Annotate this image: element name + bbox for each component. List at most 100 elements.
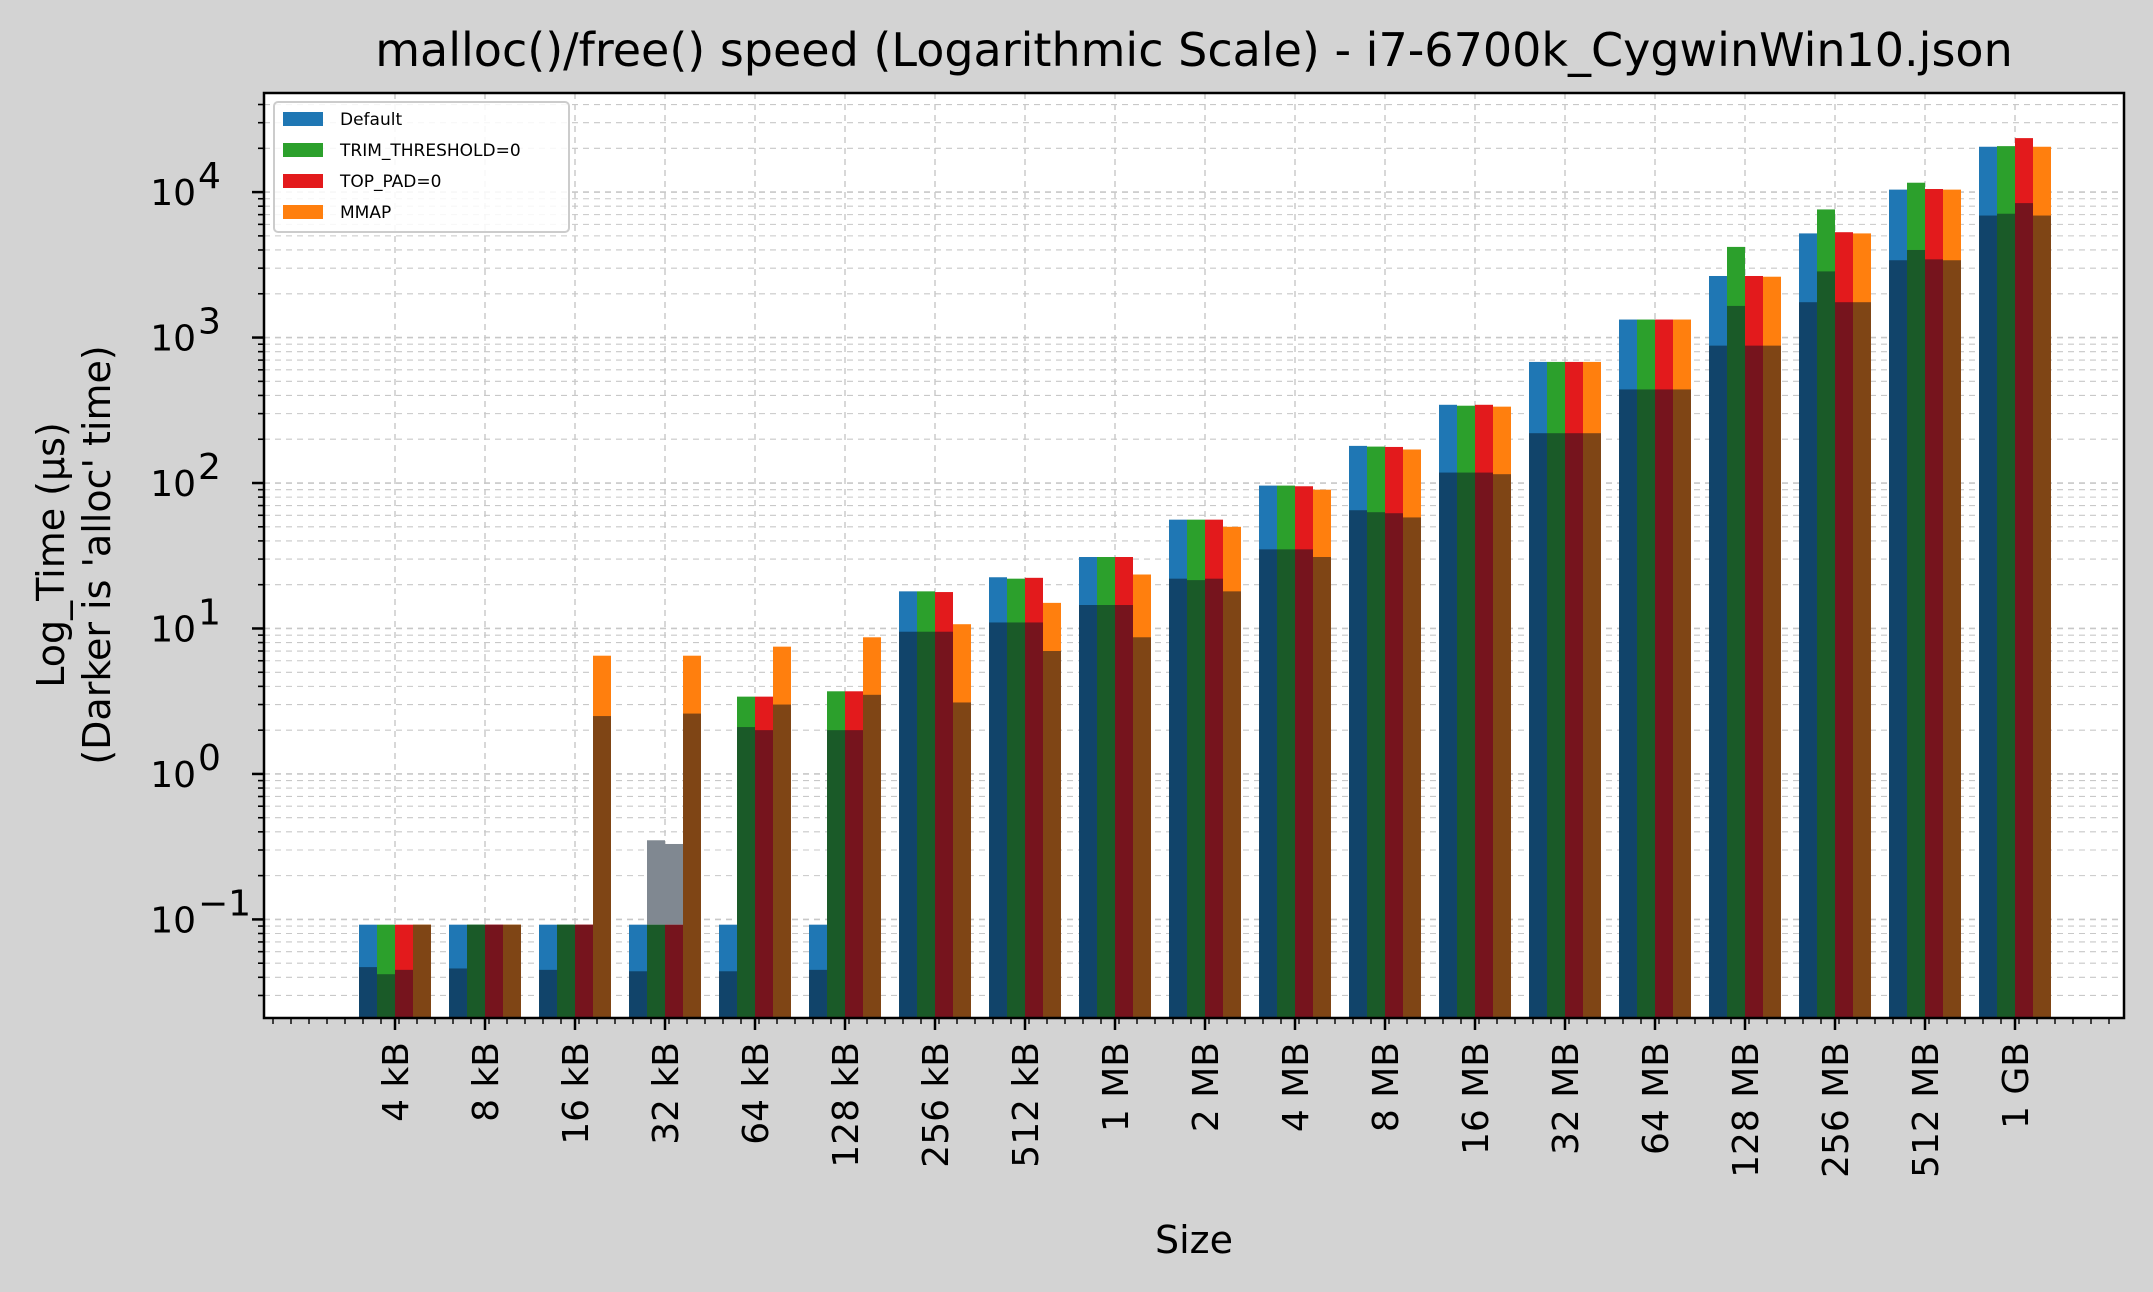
bar-alloc-MMAP bbox=[1583, 433, 1601, 1018]
x-tick-label: 1 GB bbox=[1996, 1042, 2037, 1129]
bar-alloc-MMAP bbox=[683, 713, 701, 1018]
legend-label-TOP_PAD=0: TOP_PAD=0 bbox=[339, 172, 441, 192]
bar-alloc-Default bbox=[539, 969, 557, 1018]
bar-alloc-MMAP bbox=[1493, 474, 1511, 1018]
x-tick-label: 128 kB bbox=[826, 1042, 867, 1168]
chart-title: malloc()/free() speed (Logarithmic Scale… bbox=[375, 23, 2012, 77]
x-tick-label: 8 MB bbox=[1366, 1042, 1407, 1132]
y-tick-label: 10 bbox=[150, 609, 196, 650]
bar-alloc-MMAP bbox=[593, 716, 611, 1018]
x-tick-label: 1 MB bbox=[1096, 1042, 1137, 1132]
y-tick-label: 10 bbox=[150, 900, 196, 941]
y-tick-exponent: −1 bbox=[198, 883, 251, 924]
bar-alloc-MMAP bbox=[1313, 557, 1331, 1018]
bar-alloc-TRIM_THRESHOLD=0 bbox=[467, 924, 485, 1018]
bar-alloc-MMAP bbox=[953, 702, 971, 1018]
legend-swatch-MMAP bbox=[283, 205, 323, 219]
bar-alloc-MMAP bbox=[503, 924, 521, 1018]
x-tick-label: 4 MB bbox=[1276, 1042, 1317, 1132]
legend-swatch-TRIM_THRESHOLD=0 bbox=[283, 143, 323, 157]
bar-alloc-TOP_PAD=0 bbox=[1025, 622, 1043, 1018]
y-tick-label: 10 bbox=[150, 319, 196, 360]
bar-alloc-Default bbox=[989, 622, 1007, 1018]
bar-alloc-TOP_PAD=0 bbox=[485, 924, 503, 1018]
y-tick-exponent: 4 bbox=[198, 156, 221, 197]
bar-alloc-Default bbox=[1079, 605, 1097, 1018]
bar-alloc-TOP_PAD=0 bbox=[575, 924, 593, 1018]
bar-alloc-MMAP bbox=[1133, 637, 1151, 1018]
bar-alloc-TRIM_THRESHOLD=0 bbox=[1907, 249, 1925, 1018]
bar-alloc-Default bbox=[809, 969, 827, 1018]
bar-grey-overlay bbox=[665, 843, 683, 925]
bar-alloc-TRIM_THRESHOLD=0 bbox=[1547, 433, 1565, 1018]
bar-alloc-TRIM_THRESHOLD=0 bbox=[557, 924, 575, 1018]
bar-alloc-Default bbox=[1889, 260, 1907, 1018]
bar-alloc-MMAP bbox=[1763, 345, 1781, 1019]
x-tick-label: 64 MB bbox=[1636, 1042, 1677, 1155]
legend: Default TRIM_THRESHOLD=0 TOP_PAD=0 MMAP bbox=[273, 101, 570, 233]
bar-alloc-MMAP bbox=[2033, 215, 2051, 1019]
bar-alloc-MMAP bbox=[1853, 302, 1871, 1018]
bar-alloc-Default bbox=[1979, 215, 1997, 1019]
bar-alloc-TRIM_THRESHOLD=0 bbox=[1637, 389, 1655, 1018]
bar-alloc-Default bbox=[449, 968, 467, 1018]
bar-alloc-Default bbox=[1439, 472, 1457, 1019]
x-tick-label: 256 MB bbox=[1816, 1042, 1857, 1178]
bar-alloc-TOP_PAD=0 bbox=[2015, 203, 2033, 1018]
bar-alloc-TOP_PAD=0 bbox=[1295, 549, 1313, 1018]
x-tick-label: 512 kB bbox=[1006, 1042, 1047, 1168]
bar-alloc-MMAP bbox=[863, 694, 881, 1018]
bar-alloc-TOP_PAD=0 bbox=[1565, 433, 1583, 1018]
bar-alloc-TRIM_THRESHOLD=0 bbox=[1367, 512, 1385, 1018]
plot-frame bbox=[262, 91, 2126, 1020]
bar-alloc-TRIM_THRESHOLD=0 bbox=[1187, 580, 1205, 1018]
bar-alloc-Default bbox=[719, 971, 737, 1018]
bar-alloc-Default bbox=[1799, 302, 1817, 1018]
legend-swatch-Default bbox=[283, 112, 323, 126]
y-tick-label: 10 bbox=[150, 464, 196, 505]
x-tick-label: 32 MB bbox=[1546, 1042, 1587, 1155]
legend-label-TRIM_THRESHOLD=0: TRIM_THRESHOLD=0 bbox=[339, 141, 521, 161]
x-tick-label: 2 MB bbox=[1186, 1042, 1227, 1132]
bar-alloc-MMAP bbox=[1673, 389, 1691, 1018]
x-tick-label: 32 kB bbox=[646, 1042, 687, 1145]
x-tick-label: 8 kB bbox=[466, 1042, 507, 1122]
bar-alloc-TOP_PAD=0 bbox=[395, 969, 413, 1018]
x-tick-label: 16 kB bbox=[556, 1042, 597, 1145]
bar-alloc-Default bbox=[1259, 549, 1277, 1018]
bar-alloc-TRIM_THRESHOLD=0 bbox=[917, 631, 935, 1018]
bar-alloc-TRIM_THRESHOLD=0 bbox=[1007, 622, 1025, 1018]
bar-alloc-TOP_PAD=0 bbox=[1115, 605, 1133, 1018]
bar-alloc-TRIM_THRESHOLD=0 bbox=[1097, 605, 1115, 1018]
y-tick-exponent: 1 bbox=[198, 592, 221, 633]
bar-alloc-TOP_PAD=0 bbox=[1835, 302, 1853, 1018]
x-tick-label: 512 MB bbox=[1906, 1042, 1947, 1178]
bar-alloc-TOP_PAD=0 bbox=[1475, 472, 1493, 1019]
bar-alloc-MMAP bbox=[413, 924, 431, 1018]
y-tick-exponent: 3 bbox=[198, 302, 221, 343]
bar-alloc-MMAP bbox=[773, 704, 791, 1018]
bar-alloc-TRIM_THRESHOLD=0 bbox=[377, 974, 395, 1018]
bar-alloc-TOP_PAD=0 bbox=[1205, 578, 1223, 1018]
bar-alloc-Default bbox=[1709, 345, 1727, 1019]
y-tick-exponent: 0 bbox=[198, 738, 221, 779]
bar-alloc-Default bbox=[629, 971, 647, 1018]
bar-alloc-Default bbox=[1529, 433, 1547, 1018]
bar-alloc-TOP_PAD=0 bbox=[1385, 513, 1403, 1018]
bar-alloc-Default bbox=[359, 967, 377, 1018]
bar-alloc-TRIM_THRESHOLD=0 bbox=[1997, 213, 2015, 1018]
x-tick-label: 256 kB bbox=[916, 1042, 957, 1168]
bar-alloc-TOP_PAD=0 bbox=[935, 631, 953, 1018]
bar-alloc-TRIM_THRESHOLD=0 bbox=[737, 727, 755, 1018]
bar-alloc-TOP_PAD=0 bbox=[1655, 389, 1673, 1018]
x-tick-label: 128 MB bbox=[1726, 1042, 1767, 1178]
y-tick-label: 10 bbox=[150, 173, 196, 214]
bar-alloc-TRIM_THRESHOLD=0 bbox=[1817, 271, 1835, 1018]
bar-alloc-Default bbox=[1619, 389, 1637, 1018]
bar-alloc-MMAP bbox=[1403, 517, 1421, 1018]
bar-grey-overlay bbox=[647, 840, 665, 925]
bar-alloc-TRIM_THRESHOLD=0 bbox=[647, 924, 665, 1018]
legend-box bbox=[273, 101, 570, 233]
